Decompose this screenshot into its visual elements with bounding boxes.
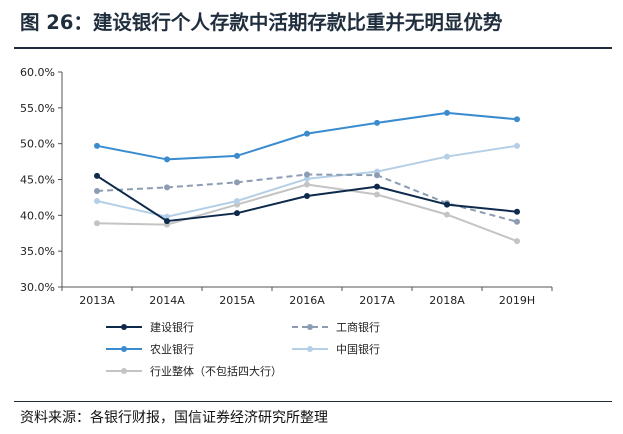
x-tick-label: 2018A xyxy=(429,294,465,307)
figure-title: 图 26：建设银行个人存款中活期存款比重并无明显优势 xyxy=(20,11,503,34)
x-tick-label: 2019H xyxy=(499,294,535,307)
legend-swatch-point-3 xyxy=(307,346,313,352)
data-point-s0-2 xyxy=(234,210,240,217)
source-rule xyxy=(14,401,612,402)
data-point-s2-3 xyxy=(304,130,310,137)
data-point-s0-5 xyxy=(444,201,450,208)
data-point-s0-4 xyxy=(374,183,380,190)
data-point-s3-3 xyxy=(304,175,310,182)
x-tick-label: 2014A xyxy=(149,294,185,307)
x-tick-label: 2017A xyxy=(359,294,395,307)
data-point-s3-5 xyxy=(444,153,450,160)
x-tick-label: 2015A xyxy=(219,294,255,307)
data-point-s1-0 xyxy=(94,187,100,194)
y-tick-label: 50.0% xyxy=(20,138,55,151)
y-tick-label: 55.0% xyxy=(20,102,55,115)
data-point-s0-0 xyxy=(94,172,100,179)
data-point-s2-0 xyxy=(94,142,100,149)
data-point-s1-2 xyxy=(234,179,240,186)
data-point-s0-1 xyxy=(164,218,170,225)
source-note: 资料来源：各银行财报，国信证券经济研究所整理 xyxy=(20,410,328,426)
y-tick-label: 45.0% xyxy=(20,174,55,187)
legend-label-1: 工商银行 xyxy=(336,320,380,334)
data-point-s1-4 xyxy=(374,172,380,179)
data-point-s4-0 xyxy=(94,220,100,227)
data-point-s4-4 xyxy=(374,191,380,198)
x-tick-label: 2013A xyxy=(79,294,115,307)
data-point-s0-3 xyxy=(304,192,310,199)
legend-label-2: 农业银行 xyxy=(150,342,194,356)
data-point-s3-1 xyxy=(164,213,170,220)
data-point-s4-5 xyxy=(444,211,450,218)
data-point-s4-3 xyxy=(304,181,310,188)
data-point-s1-6 xyxy=(514,218,520,225)
data-point-s3-2 xyxy=(234,198,240,204)
data-point-s3-6 xyxy=(514,142,520,149)
legend-label-3: 中国银行 xyxy=(336,342,380,356)
data-point-s1-3 xyxy=(304,171,310,178)
title-rule xyxy=(14,47,612,49)
y-tick-label: 40.0% xyxy=(20,209,55,222)
legend-label-4: 行业整体（不包括四大行） xyxy=(150,364,282,378)
legend-label-0: 建设银行 xyxy=(150,320,194,334)
data-point-s2-1 xyxy=(164,156,170,163)
legend-swatch-point-2 xyxy=(121,346,127,352)
legend-swatch-point-4 xyxy=(121,368,127,374)
data-point-s4-6 xyxy=(514,238,520,245)
data-point-s2-2 xyxy=(234,152,240,159)
data-point-s2-4 xyxy=(374,119,380,126)
x-tick-label: 2016A xyxy=(289,294,325,307)
data-point-s2-5 xyxy=(444,109,450,116)
data-point-s2-6 xyxy=(514,116,520,123)
data-point-s1-1 xyxy=(164,184,170,191)
legend-swatch-point-0 xyxy=(121,324,127,330)
y-tick-label: 60.0% xyxy=(20,66,55,79)
y-tick-label: 30.0% xyxy=(20,281,55,294)
data-point-s0-6 xyxy=(514,208,520,215)
legend-swatch-point-1 xyxy=(307,324,313,330)
y-tick-label: 35.0% xyxy=(20,245,55,258)
data-point-s3-0 xyxy=(94,198,100,204)
